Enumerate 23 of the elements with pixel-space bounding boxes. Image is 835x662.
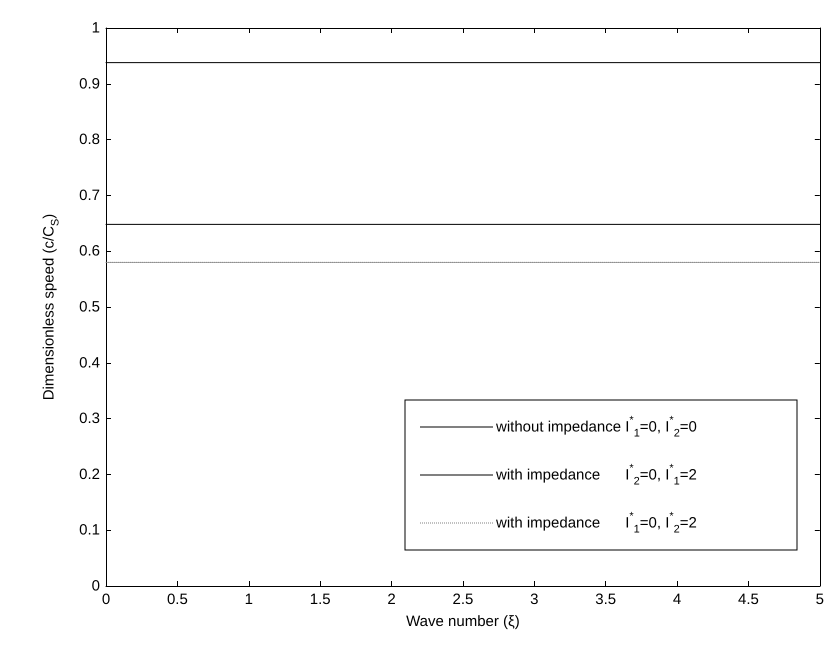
y-tick-label: 0 [92,578,100,594]
x-tick-label: 5 [816,591,824,608]
y-tick-label: 0.2 [79,466,100,483]
x-tick-label: 4 [672,591,682,608]
y-tick-label: 0.6 [79,242,100,260]
y-tick-label: 0.1 [79,522,100,539]
x-axis-title: Wave number (ξ) [406,613,520,630]
x-tick-label: 2.5 [452,591,474,608]
y-tick-label: 0.7 [79,186,100,204]
x-tick-label: 1.5 [310,591,331,608]
x-tick-label: 0.5 [166,591,188,608]
y-tick-label: 1 [92,20,100,36]
x-tick-label: 2 [387,591,396,608]
y-tick-label: 0.3 [79,410,100,428]
y-tick-label: 0.5 [79,298,100,316]
x-tick-label: 1 [244,591,253,608]
y-tick-label: 0.4 [79,354,100,372]
y-tick-label: 0.9 [79,75,100,92]
x-tick-label: 4.5 [738,591,759,608]
x-tick-label: 3 [530,591,538,608]
x-tick-label: 3.5 [595,591,616,608]
y-axis-title: Dimensionless speed (c/CS) [40,214,62,400]
y-tick-label: 0.8 [79,131,100,148]
